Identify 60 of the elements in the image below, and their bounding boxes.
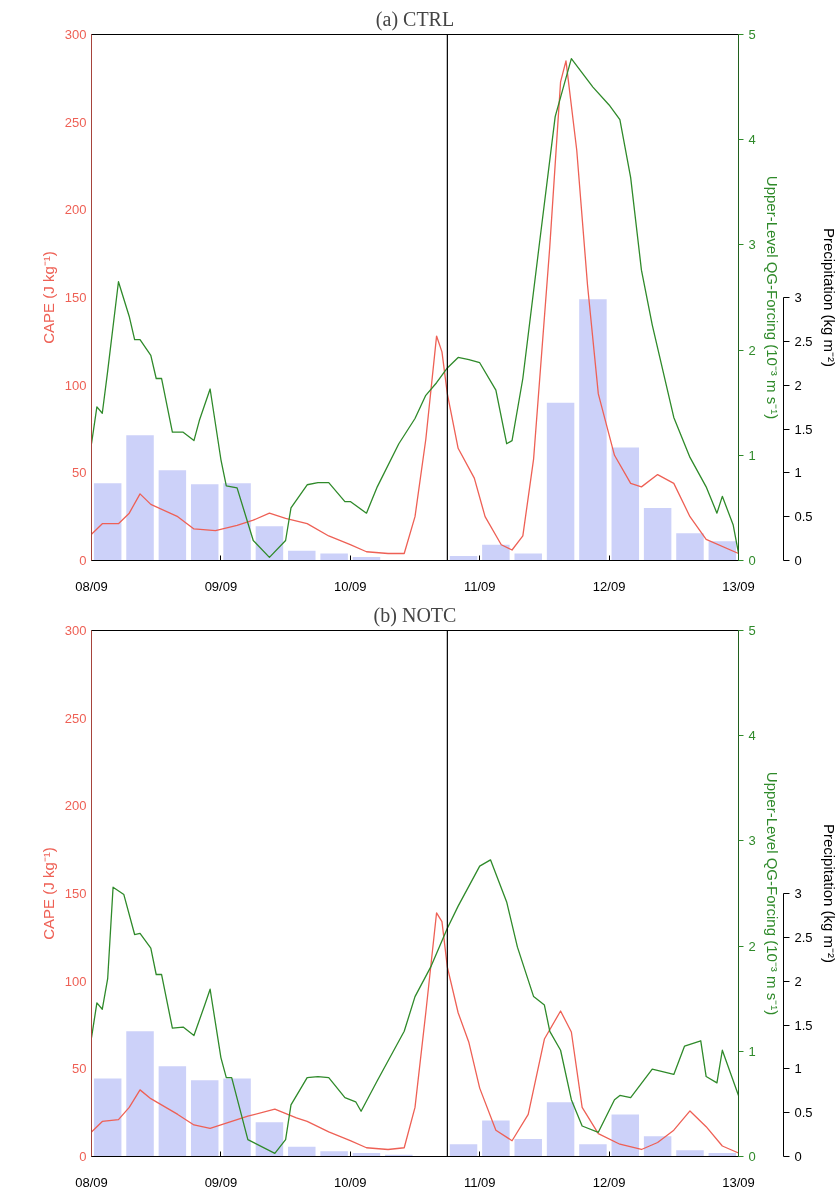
y-tick-label: 100	[64, 377, 87, 393]
x-tick-label: 10/09	[334, 578, 367, 594]
y3-tick-label: 1	[794, 1061, 802, 1077]
y-tick-label: 300	[64, 27, 87, 42]
x-tick-label: 12/09	[592, 1174, 626, 1190]
y2-tick-label: 1	[748, 447, 756, 463]
y3-tick-label: 0	[794, 1149, 802, 1164]
x-tick-label: 13/09	[722, 1174, 755, 1190]
y2-axis-title: Upper-Level QG-Forcing (10⁻³ m s⁻¹)	[763, 175, 781, 420]
y-tick-label: 150	[64, 886, 87, 901]
y3-tick-label: 3	[794, 290, 802, 305]
x-tick-label: 08/09	[75, 1174, 108, 1190]
chart-title: (a) CTRL	[375, 7, 455, 31]
y2-tick-label: 3	[748, 833, 756, 849]
y2-tick-label: 4	[748, 132, 756, 148]
y3-tick-label: 1.5	[794, 1017, 813, 1033]
x-tick-label: 09/09	[204, 578, 238, 594]
y-tick-label: 100	[64, 973, 87, 989]
y2-tick-label: 0	[748, 553, 756, 568]
x-tick-label: 13/09	[722, 578, 755, 594]
y-tick-label: 150	[64, 290, 87, 305]
y3-tick-label: 0.5	[794, 1105, 813, 1121]
x-tick-label: 10/09	[334, 1174, 367, 1190]
y3-tick-label: 0	[794, 553, 802, 568]
y3-tick-label: 0.5	[794, 509, 813, 525]
x-tick-label: 09/09	[204, 1174, 238, 1190]
y2-tick-label: 5	[748, 623, 756, 638]
y2-axis-title: Upper-Level QG-Forcing (10⁻³ m s⁻¹)	[763, 771, 781, 1016]
y-tick-label: 50	[72, 1061, 87, 1077]
y2-tick-label: 1	[748, 1043, 756, 1059]
y3-tick-label: 2.5	[794, 333, 813, 349]
y2-tick-label: 2	[748, 938, 756, 954]
y3-tick-label: 2	[794, 377, 802, 393]
x-tick-label: 11/09	[463, 578, 496, 594]
x-tick-label: 12/09	[592, 578, 626, 594]
y-tick-label: 50	[72, 465, 87, 481]
y-axis-title: CAPE (J kg⁻¹)	[39, 847, 57, 940]
y-tick-label: 250	[64, 710, 87, 726]
y3-tick-label: 1	[794, 465, 802, 481]
y-tick-label: 200	[64, 202, 87, 218]
y-tick-label: 0	[79, 1149, 87, 1164]
y-axis-title: CAPE (J kg⁻¹)	[39, 251, 57, 344]
y3-tick-label: 2	[794, 973, 802, 989]
chart-title: (b) NOTC	[373, 603, 457, 627]
y2-tick-label: 0	[748, 1149, 756, 1164]
y3-axis-title: Precipitation (kg m⁻²)	[820, 823, 838, 964]
y2-tick-label: 3	[748, 237, 756, 253]
y3-axis-title: Precipitation (kg m⁻²)	[820, 227, 838, 368]
y-tick-label: 0	[79, 553, 87, 568]
y-tick-label: 250	[64, 114, 87, 130]
y2-tick-label: 4	[748, 728, 756, 744]
y2-tick-label: 5	[748, 27, 756, 42]
y3-tick-label: 1.5	[794, 421, 813, 437]
y-tick-label: 200	[64, 798, 87, 814]
y-tick-label: 300	[64, 623, 87, 638]
x-tick-label: 11/09	[463, 1174, 496, 1190]
x-tick-label: 08/09	[75, 578, 108, 594]
y3-tick-label: 3	[794, 886, 802, 901]
y2-tick-label: 2	[748, 342, 756, 358]
y3-tick-label: 2.5	[794, 929, 813, 945]
